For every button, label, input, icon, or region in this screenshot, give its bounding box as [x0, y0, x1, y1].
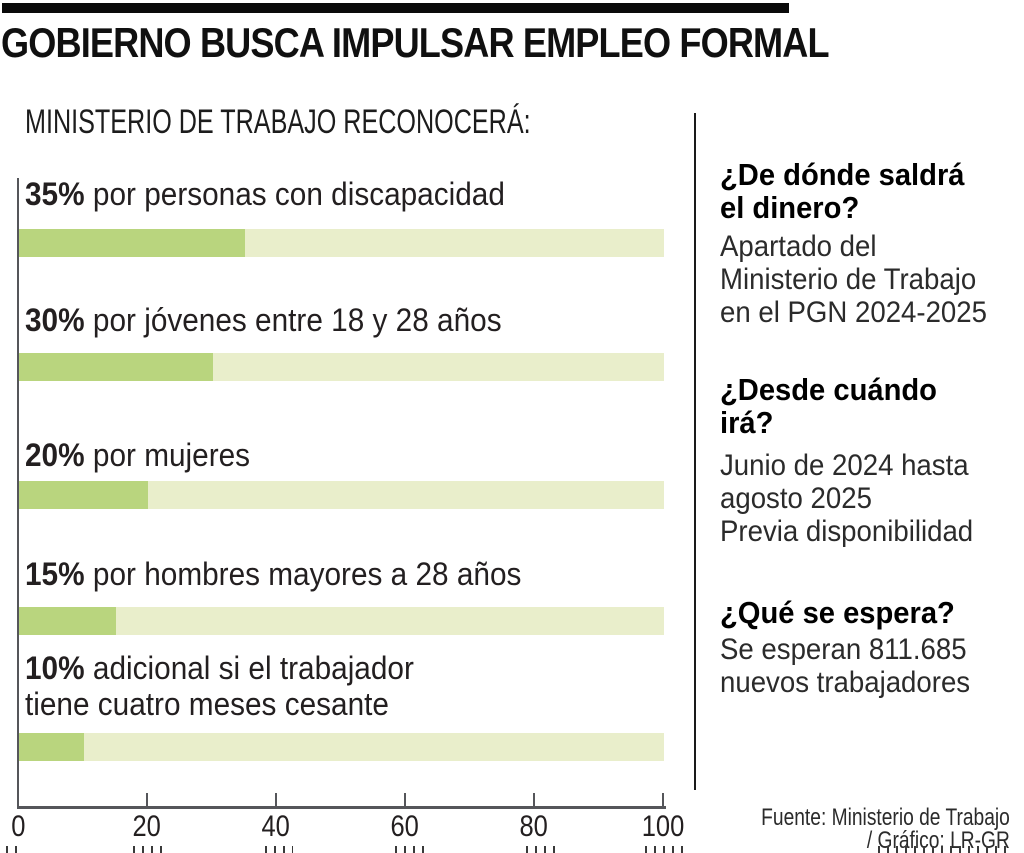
bar-label-text: por hombres mayores a 28 años: [92, 556, 522, 592]
cropped-glyph-artifact: [265, 846, 293, 853]
bar-label: 15% por hombres mayores a 28 años: [25, 556, 521, 592]
cropped-glyph-artifact: [526, 846, 556, 853]
chart-subtitle: MINISTERIO DE TRABAJO RECONOCERÁ:: [25, 103, 531, 141]
bar-percent: 35%: [25, 176, 85, 212]
bar-track: [19, 229, 664, 257]
bar-label-text: adicional si el trabajador: [92, 650, 414, 686]
bar-label: 35% por personas con discapacidad: [25, 176, 505, 212]
bar-percent: 30%: [25, 302, 85, 338]
cropped-glyph-artifact: [645, 846, 683, 853]
bar-track: [19, 733, 664, 761]
x-tick-label: 20: [132, 810, 162, 843]
info-body: Junio de 2024 hasta agosto 2025 Previa d…: [720, 449, 974, 548]
info-body: Se esperan 811.685 nuevos trabajadores: [720, 633, 971, 699]
bar-fill: [19, 353, 213, 381]
bar-fill: [19, 229, 245, 257]
bar-percent: 10%: [25, 650, 85, 686]
cropped-glyph-artifact: [6, 846, 24, 853]
x-axis-tick: [146, 793, 148, 806]
source-credit: Fuente: Ministerio de Trabajo / Gráfico:…: [699, 804, 1010, 853]
info-block-cuando: ¿Desde cuándo irá?: [720, 373, 951, 439]
bar-fill: [19, 481, 148, 509]
vertical-divider: [694, 113, 696, 790]
bar-track: [19, 481, 664, 509]
bar-fill: [19, 607, 116, 635]
bar-fill: [19, 733, 84, 761]
info-block-dinero: ¿De dónde saldrá el dinero?: [720, 158, 980, 224]
source-line1: Fuente: Ministerio de Trabajo: [761, 804, 1010, 831]
info-block-espera: ¿Qué se espera?: [720, 596, 970, 629]
bar-label-text: por jóvenes entre 18 y 28 años: [92, 302, 502, 338]
info-body: Apartado del Ministerio de Trabajo en el…: [720, 230, 987, 329]
x-tick-label: 0: [10, 810, 26, 843]
bar-label: 30% por jóvenes entre 18 y 28 años: [25, 302, 502, 338]
bar-label: 10% adicional si el trabajador tiene cuat…: [25, 650, 414, 722]
bar-track: [19, 353, 664, 381]
x-tick-label: 40: [261, 810, 291, 843]
bar-label: 20% por mujeres: [25, 437, 250, 473]
info-heading: ¿Desde cuándo irá?: [720, 372, 937, 440]
bar-label-text: por mujeres: [92, 437, 251, 473]
info-heading: ¿Qué se espera?: [720, 595, 955, 630]
bar-track: [19, 607, 664, 635]
x-axis-tick: [533, 793, 535, 806]
bar-label-text-line2: tiene cuatro meses cesante: [25, 686, 389, 722]
page-title: GOBIERNO BUSCA IMPULSAR EMPLEO FORMAL: [1, 19, 830, 66]
x-axis-tick: [404, 793, 406, 806]
x-axis-tick: [275, 793, 277, 806]
x-axis-line: [17, 806, 666, 809]
top-accent-bar: [2, 3, 789, 13]
y-axis-line: [17, 178, 19, 809]
bar-percent: 20%: [25, 437, 85, 473]
x-tick-label: 80: [519, 810, 549, 843]
cropped-glyph-artifact: [878, 846, 1010, 853]
x-axis-tick: [662, 793, 664, 806]
cropped-glyph-artifact: [395, 846, 425, 853]
x-tick-label: 60: [390, 810, 420, 843]
bar-label-text: por personas con discapacidad: [92, 176, 505, 212]
x-tick-label: 100: [641, 810, 685, 843]
info-heading: ¿De dónde saldrá el dinero?: [720, 157, 965, 225]
cropped-glyph-artifact: [133, 846, 163, 853]
bar-percent: 15%: [25, 556, 85, 592]
